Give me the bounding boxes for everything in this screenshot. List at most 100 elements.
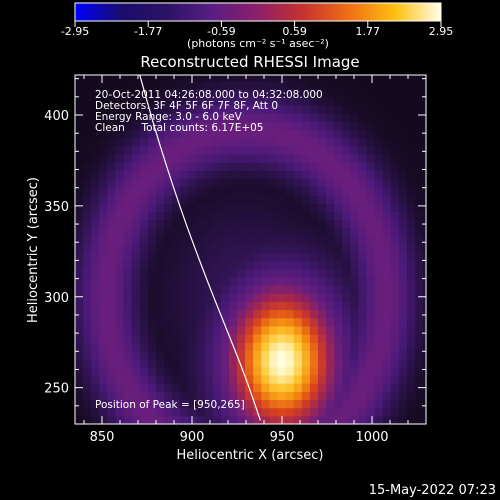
heatmap-cell — [237, 227, 246, 237]
heatmap-cell — [91, 268, 100, 278]
heatmap-cell — [99, 325, 108, 335]
heatmap-cell — [147, 334, 157, 343]
heatmap-cell — [277, 325, 287, 335]
heatmap-cell — [293, 113, 303, 122]
heatmap-cell — [131, 219, 141, 229]
heatmap-cell — [253, 293, 262, 302]
heatmap-cell — [423, 260, 426, 270]
heatmap-cell — [139, 383, 149, 392]
heatmap-cell — [147, 252, 157, 262]
heatmap-cell — [309, 301, 319, 311]
heatmap-cell — [237, 415, 246, 424]
heatmap-cell — [334, 383, 343, 392]
heatmap-cell — [123, 391, 133, 401]
heatmap-cell — [172, 268, 181, 278]
heatmap-cell — [415, 358, 424, 368]
heatmap-cell — [188, 235, 198, 245]
heatmap-cell — [309, 75, 319, 82]
heatmap-cell — [423, 293, 426, 302]
heatmap-cell — [196, 219, 206, 229]
heatmap-cell — [326, 113, 335, 122]
heatmap-cell — [188, 350, 198, 360]
heatmap-cell — [261, 284, 270, 294]
heatmap-cell — [342, 268, 351, 278]
heatmap-cell — [245, 374, 254, 384]
heatmap-cell — [309, 113, 319, 122]
heatmap-cell — [188, 121, 198, 131]
heatmap-cell — [220, 260, 230, 270]
heatmap-cell — [277, 252, 287, 262]
heatmap-cell — [374, 284, 384, 294]
heatmap-cell — [204, 252, 214, 262]
heatmap-cell — [293, 309, 303, 319]
heatmap-cell — [245, 293, 254, 302]
heatmap-cell — [91, 186, 100, 196]
heatmap-cell — [277, 358, 287, 368]
heatmap-cell — [342, 334, 351, 343]
heatmap-cell — [358, 334, 368, 343]
heatmap-cell — [188, 211, 198, 221]
heatmap-cell — [156, 80, 165, 90]
heatmap-cell — [164, 309, 173, 319]
heatmap-cell — [204, 293, 214, 302]
heatmap-cell — [245, 170, 254, 180]
heatmap-cell — [253, 186, 262, 196]
heatmap-cell — [220, 350, 230, 360]
heatmap-cell — [220, 88, 230, 98]
heatmap-cell — [318, 219, 327, 229]
heatmap-cell — [245, 194, 254, 204]
heatmap-cell — [180, 317, 189, 327]
heatmap-cell — [180, 293, 189, 302]
heatmap-cell — [228, 374, 238, 384]
heatmap-cell — [293, 317, 303, 327]
heatmap-cell — [131, 399, 141, 409]
heatmap-cell — [180, 284, 189, 294]
heatmap-cell — [261, 129, 270, 139]
heatmap-cell — [220, 244, 230, 253]
heatmap-cell — [204, 154, 214, 163]
heatmap-cell — [253, 391, 262, 401]
heatmap-cell — [253, 75, 262, 82]
heatmap-cell — [245, 244, 254, 253]
heatmap-cell — [139, 399, 149, 409]
heatmap-cell — [390, 260, 400, 270]
heatmap-cell — [358, 121, 368, 131]
heatmap-cell — [83, 399, 92, 409]
heatmap-cell — [301, 244, 311, 253]
heatmap-cell — [423, 75, 426, 82]
heatmap-cell — [277, 170, 287, 180]
heatmap-cell — [334, 137, 343, 147]
heatmap-cell — [237, 350, 246, 360]
heatmap-cell — [131, 194, 141, 204]
heatmap-cell — [220, 334, 230, 343]
heatmap-cell — [366, 276, 376, 286]
heatmap-cell — [374, 358, 384, 368]
heatmap-cell — [91, 137, 100, 147]
heatmap-cell — [75, 366, 84, 376]
heatmap-cell — [277, 80, 287, 90]
heatmap-cell — [164, 383, 173, 392]
heatmap-cell — [358, 252, 368, 262]
heatmap-cell — [75, 162, 84, 172]
heatmap-cell — [147, 350, 157, 360]
heatmap-cell — [269, 301, 279, 311]
heatmap-cell — [358, 350, 368, 360]
heatmap-cell — [293, 366, 303, 376]
heatmap-cell — [188, 317, 198, 327]
heatmap-cell — [342, 342, 351, 351]
heatmap-cell — [220, 104, 230, 114]
heatmap-cell — [156, 391, 165, 401]
heatmap-cell — [334, 194, 343, 204]
heatmap-cell — [261, 244, 270, 253]
heatmap-cell — [204, 358, 214, 368]
heatmap-cell — [245, 121, 254, 131]
heatmap-cell — [204, 383, 214, 392]
heatmap-cell — [399, 317, 408, 327]
heatmap-cell — [407, 137, 416, 147]
heatmap-cell — [228, 293, 238, 302]
heatmap-cell — [350, 219, 360, 229]
heatmap-cell — [407, 358, 416, 368]
heatmap-cell — [350, 227, 360, 237]
heatmap-cell — [342, 162, 351, 172]
heatmap-cell — [139, 235, 149, 245]
